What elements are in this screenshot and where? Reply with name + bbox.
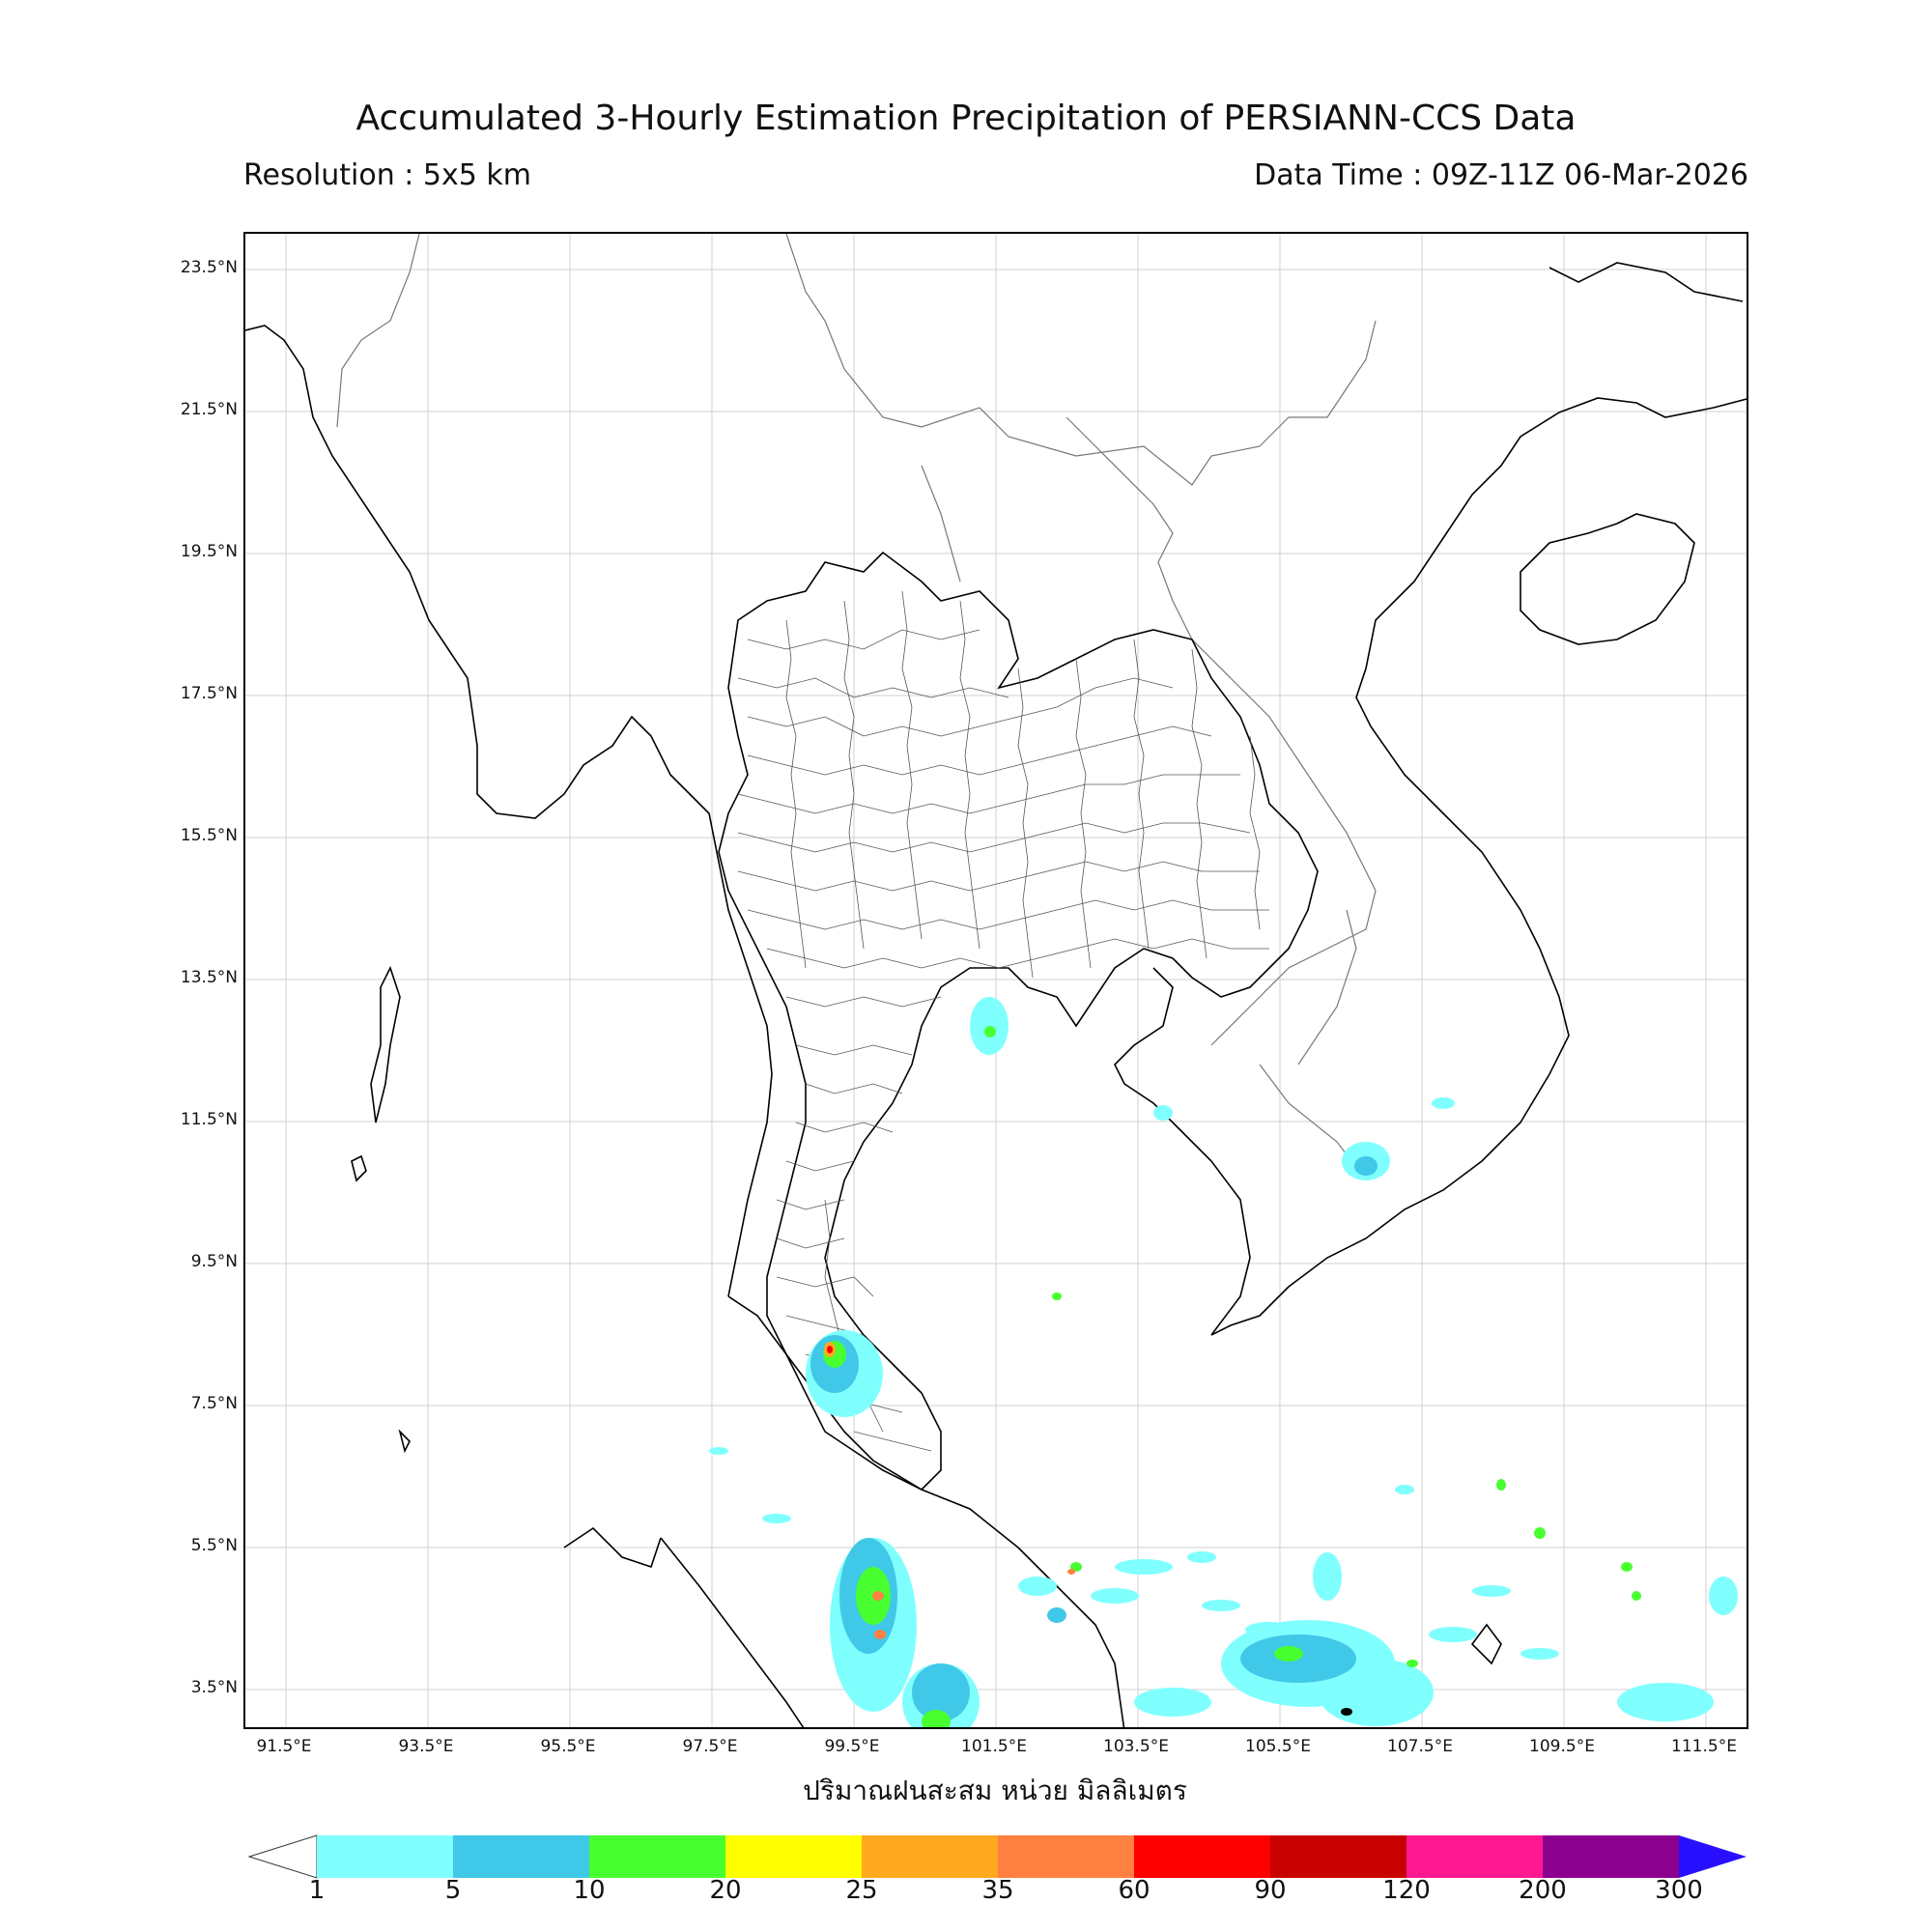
lat-label: 11.5°N — [180, 1110, 238, 1129]
lat-label: 21.5°N — [180, 400, 238, 419]
lon-label: 107.5°E — [1387, 1737, 1453, 1756]
lat-label: 17.5°N — [180, 684, 238, 703]
lon-label: 95.5°E — [540, 1737, 596, 1756]
lon-label: 97.5°E — [682, 1737, 738, 1756]
colorbar-segment — [998, 1835, 1134, 1878]
lon-label: 109.5°E — [1529, 1737, 1595, 1756]
colorbar-segment — [317, 1835, 453, 1878]
colorbar-segment — [1270, 1835, 1406, 1878]
chart-title: Accumulated 3-Hourly Estimation Precipit… — [355, 99, 1577, 138]
colorbar-tick-label: 60 — [1118, 1876, 1151, 1905]
lat-label: 19.5°N — [180, 542, 238, 561]
lon-label: 101.5°E — [961, 1737, 1027, 1756]
lat-label: 13.5°N — [180, 968, 238, 987]
map-panel — [243, 232, 1748, 1729]
lon-label: 99.5°E — [824, 1737, 880, 1756]
colorbar-tick-label: 1 — [308, 1876, 326, 1905]
lon-label: 103.5°E — [1103, 1737, 1169, 1756]
precipitation-field — [709, 997, 1738, 1727]
colorbar — [247, 1834, 1747, 1879]
thailand-admin-boundaries — [718, 551, 1319, 1491]
colorbar-segment — [1543, 1835, 1679, 1878]
lat-label: 23.5°N — [180, 258, 238, 277]
lat-label: 5.5°N — [190, 1536, 238, 1555]
colorbar-under-arrow — [247, 1834, 318, 1879]
colorbar-segment — [862, 1835, 998, 1878]
graticule — [245, 234, 1747, 1727]
colorbar-segment — [453, 1835, 589, 1878]
colorbar-tick-label: 120 — [1382, 1876, 1431, 1905]
map-canvas — [245, 234, 1747, 1727]
colorbar-tick-label: 5 — [444, 1876, 462, 1905]
lon-label: 91.5°E — [256, 1737, 312, 1756]
resolution-label: Resolution : 5x5 km — [243, 158, 531, 192]
lat-label: 9.5°N — [190, 1252, 238, 1271]
colorbar-tick-label: 90 — [1254, 1876, 1287, 1905]
colorbar-tick-label: 300 — [1655, 1876, 1703, 1905]
lat-label: 15.5°N — [180, 826, 238, 845]
coastlines — [245, 262, 1747, 1727]
country-borders — [336, 234, 1377, 1181]
lat-label: 3.5°N — [190, 1678, 238, 1697]
colorbar-over-arrow — [1679, 1835, 1747, 1878]
colorbar-segment — [725, 1835, 862, 1878]
colorbar-tick-label: 35 — [981, 1876, 1014, 1905]
lon-label: 105.5°E — [1245, 1737, 1311, 1756]
x-axis-title: ปริมาณฝนสะสม หน่วย มิลลิเมตร — [803, 1775, 1187, 1806]
colorbar-segment — [1406, 1835, 1543, 1878]
colorbar-tick-label: 10 — [573, 1876, 606, 1905]
colorbar-tick-label: 200 — [1519, 1876, 1567, 1905]
lat-label: 7.5°N — [190, 1394, 238, 1413]
lon-label: 111.5°E — [1671, 1737, 1737, 1756]
colorbar-tick-label: 20 — [709, 1876, 742, 1905]
data-time-label: Data Time : 09Z-11Z 06-Mar-2026 — [1254, 158, 1748, 192]
colorbar-tick-label: 25 — [845, 1876, 878, 1905]
colorbar-segment — [1134, 1835, 1270, 1878]
lon-label: 93.5°E — [398, 1737, 454, 1756]
colorbar-segment — [589, 1835, 725, 1878]
